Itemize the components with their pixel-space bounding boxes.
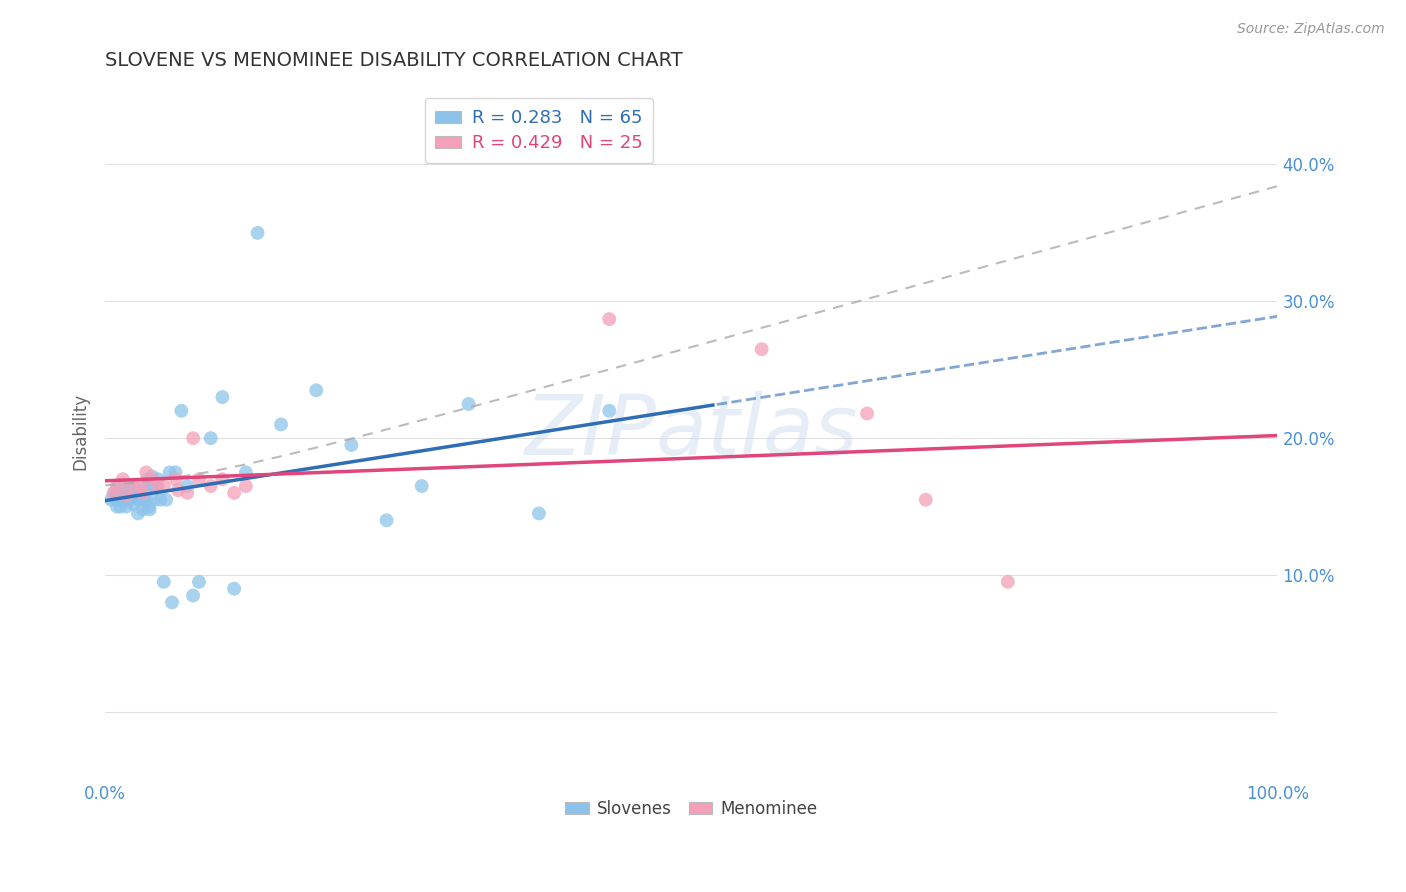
Point [129,479,152,493]
Point [111,492,134,507]
Text: SLOVENE VS MENOMINEE DISABILITY CORRELATION CHART: SLOVENE VS MENOMINEE DISABILITY CORRELAT… [105,51,683,70]
Point [134,483,156,498]
Point [146,479,169,493]
Point [153,574,176,589]
Point [105,500,128,514]
Point [124,489,146,503]
Point [135,466,157,480]
Point [127,507,149,521]
Point [141,472,163,486]
Point [131,479,153,493]
Point [132,502,155,516]
Point [111,472,134,486]
Point [104,492,127,507]
Point [107,479,129,493]
Point [128,492,150,507]
Point [167,483,190,498]
Point [122,497,145,511]
Point [121,479,143,493]
Point [145,479,167,493]
Point [110,486,132,500]
Point [411,479,433,493]
Point [138,500,160,514]
Point [149,492,172,507]
Point [305,384,328,398]
Point [997,574,1019,589]
Point [110,500,132,514]
Point [200,431,222,445]
Point [135,492,157,507]
Y-axis label: Disability: Disability [72,392,89,470]
Point [200,479,222,493]
Point [246,226,269,240]
Point [118,483,141,498]
Point [165,472,187,486]
Point [139,502,162,516]
Point [132,486,155,500]
Point [856,407,879,421]
Point [118,492,141,507]
Point [165,466,187,480]
Legend: Slovenes, Menominee: Slovenes, Menominee [558,793,824,824]
Point [211,472,233,486]
Text: Source: ZipAtlas.com: Source: ZipAtlas.com [1237,22,1385,37]
Point [235,479,257,493]
Point [100,492,122,507]
Point [114,489,136,503]
Point [104,486,127,500]
Point [160,595,183,609]
Point [103,486,125,500]
Point [117,492,139,507]
Point [188,574,211,589]
Point [211,390,233,404]
Point [176,479,198,493]
Point [457,397,479,411]
Point [105,479,128,493]
Point [170,404,193,418]
Point [914,492,936,507]
Point [235,466,257,480]
Point [153,479,176,493]
Point [143,492,166,507]
Point [141,469,163,483]
Point [224,486,246,500]
Point [142,479,165,493]
Point [188,472,211,486]
Point [120,486,142,500]
Point [118,489,141,503]
Point [375,513,398,527]
Point [751,342,773,356]
Point [598,312,620,326]
Text: ZIPatlas: ZIPatlas [524,391,858,472]
Point [105,486,128,500]
Point [176,486,198,500]
Point [181,431,204,445]
Point [125,483,148,498]
Point [224,582,246,596]
Point [115,500,138,514]
Point [111,492,134,507]
Point [159,466,181,480]
Point [132,492,155,507]
Point [112,479,135,493]
Point [181,589,204,603]
Point [146,472,169,486]
Point [598,404,620,418]
Point [125,491,148,506]
Point [108,492,131,507]
Point [120,479,142,493]
Point [136,472,159,486]
Point [115,489,138,503]
Point [124,482,146,496]
Point [111,486,134,500]
Point [129,486,152,500]
Point [527,507,550,521]
Point [270,417,292,432]
Point [155,492,177,507]
Point [340,438,363,452]
